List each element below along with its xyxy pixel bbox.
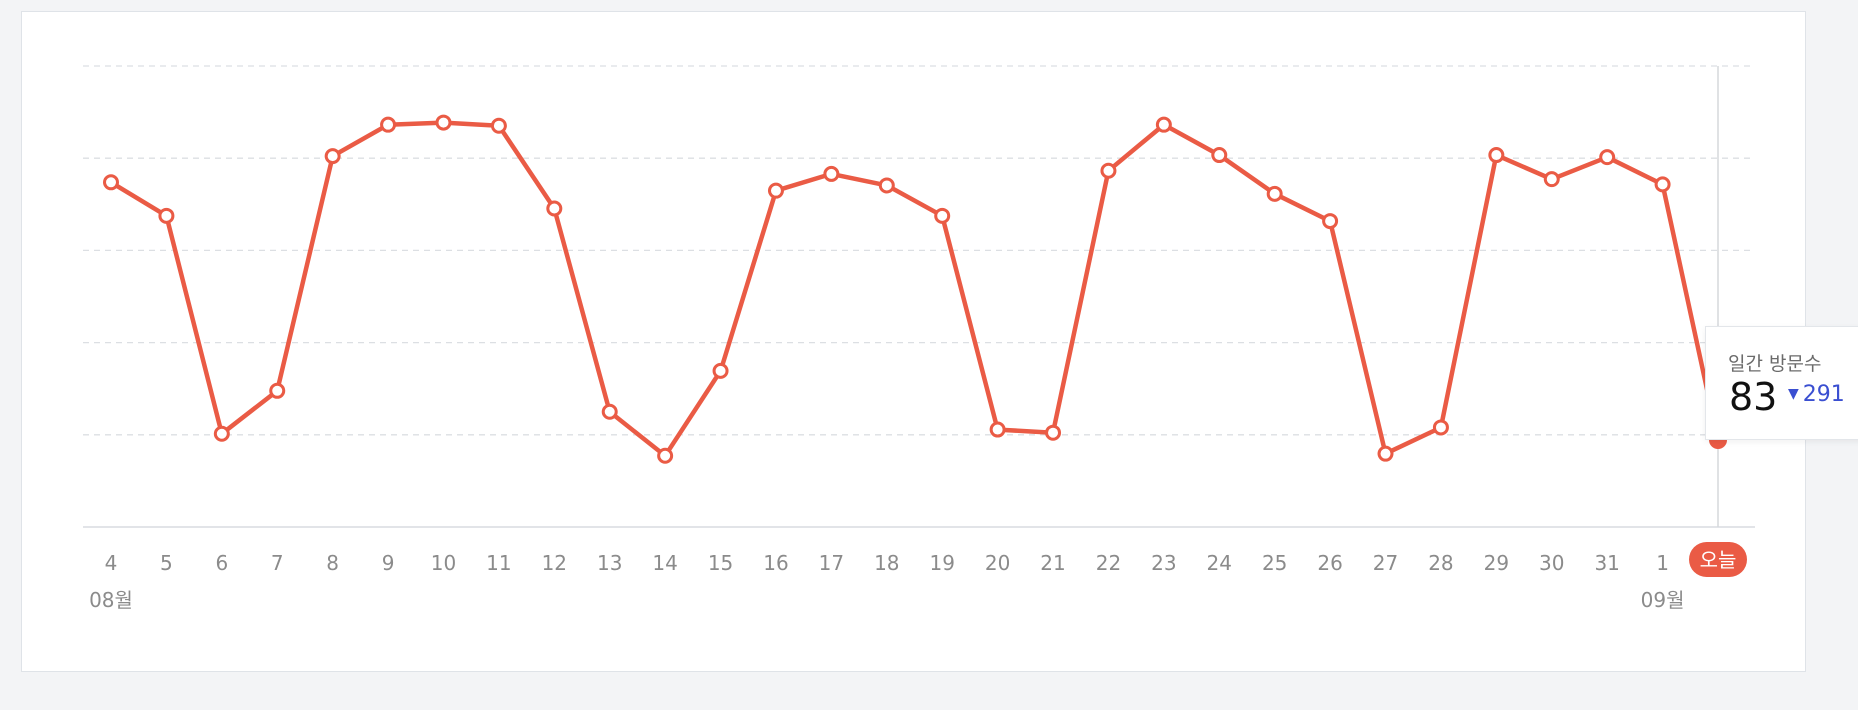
tooltip-change-value: 291 [1802,382,1845,407]
x-tick-label: 19 [929,551,954,575]
series-line [108,120,1721,459]
grid-layer [83,65,1755,436]
x-tick-label: 13 [597,551,622,575]
x-tick-label: 21 [1040,551,1065,575]
data-point [103,174,119,191]
data-point [767,182,784,199]
x-tick-label: 1 [1656,551,1669,575]
tooltip-value: 83 [1729,375,1778,419]
x-tick-label: 18 [874,551,899,575]
data-point [1100,162,1117,179]
data-point [823,165,840,182]
data-point [1045,424,1062,441]
x-tick-label: 9 [382,551,395,575]
data-point [1599,149,1616,166]
daily-visits-chart: 4 5 6 7 8 9 10 11 12 13 14 15 16 17 18 19 20 21 22 23 24 25 26… [83,65,1755,612]
data-point [1322,213,1339,230]
x-tick-label: 29 [1484,551,1509,575]
month-label: 09월 [1641,588,1685,612]
x-tick-label: 25 [1262,551,1287,575]
x-tick-label: 14 [652,551,677,575]
data-point [712,362,729,379]
data-point [435,114,452,131]
line-layer [108,120,1721,459]
data-point [1211,147,1228,164]
data-point [989,421,1006,438]
chart-card: 4 5 6 7 8 9 10 11 12 13 14 15 16 17 18 19 20 21 22 23 24 25 26… [21,11,1858,672]
data-point [1377,445,1394,462]
hover-tooltip: 일간 방문수 83 ▼ 291 [1705,326,1858,440]
data-point [546,200,563,217]
x-tick-label: 12 [542,551,567,575]
data-point [878,177,895,194]
today-badge [1689,542,1747,577]
data-point [601,403,618,420]
tooltip-title: 일간 방문수 [1728,353,1822,375]
x-tick-label: 10 [431,551,456,575]
data-point [324,148,341,165]
x-tick-label: 11 [486,551,511,575]
data-point [158,207,175,224]
data-point [1432,419,1449,436]
x-tick-label: 27 [1373,551,1398,575]
data-point [1266,185,1283,202]
data-point [1488,147,1505,164]
triangle-down-icon: ▼ [1788,386,1799,402]
data-point [1654,176,1671,193]
data-point [934,207,951,224]
data-point [213,425,230,442]
x-tick-label: 24 [1207,551,1232,575]
x-tick-label: 23 [1151,551,1176,575]
data-point [269,382,286,399]
x-tick-label: 4 [105,551,118,575]
x-tick-label: 7 [271,551,284,575]
x-tick-label: 17 [819,551,844,575]
x-tick-label: 28 [1428,551,1453,575]
x-tick-label: 6 [215,551,228,575]
x-tick-label: 31 [1594,551,1619,575]
point-layer [103,114,1727,464]
x-tick-label: 5 [160,551,173,575]
data-point [1543,171,1560,188]
today-label: 오늘 [1700,548,1737,572]
x-tick-label: 16 [763,551,788,575]
month-label: 08월 [89,588,133,612]
x-tick-labels: 4 5 6 7 8 9 10 11 12 13 14 15 16 17 18 19 20 21 22 23 24 25 26… [89,542,1747,612]
x-tick-label: 15 [708,551,733,575]
x-tick-label: 26 [1317,551,1342,575]
data-point [490,117,507,134]
x-tick-label: 20 [985,551,1010,575]
x-tick-label: 22 [1096,551,1121,575]
data-point [657,447,674,464]
data-point [1155,116,1172,133]
x-tick-label: 30 [1539,551,1564,575]
x-tick-label: 8 [326,551,339,575]
tooltip-change: ▼ 291 [1788,382,1845,407]
data-point [380,116,397,133]
